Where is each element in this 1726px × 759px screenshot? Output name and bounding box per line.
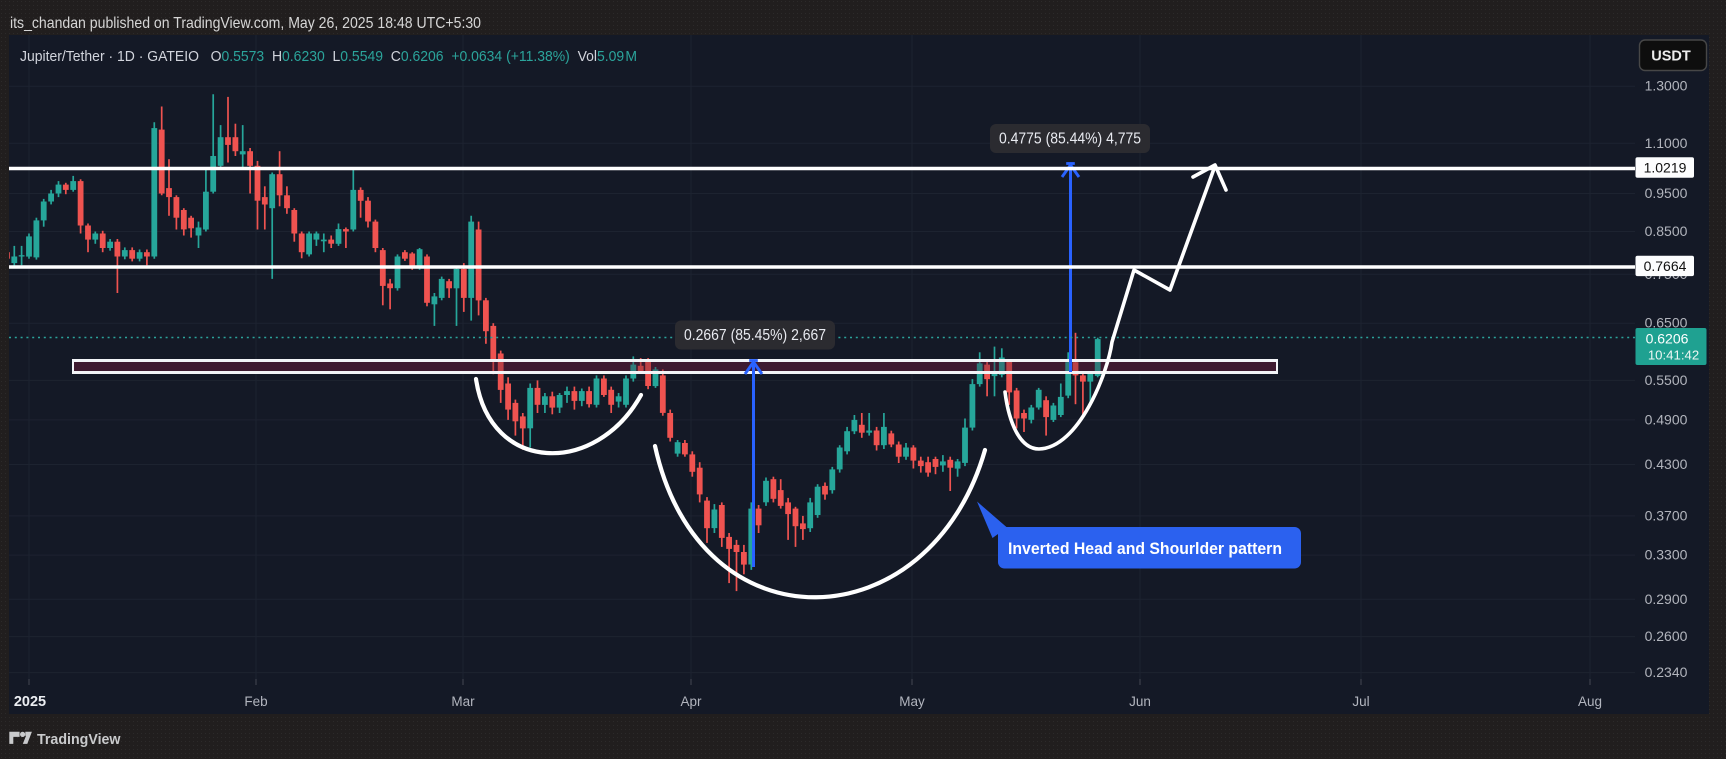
- svg-text:Mar: Mar: [451, 694, 475, 709]
- svg-text:Jupiter/Tether · 1D · GATEIO: Jupiter/Tether · 1D · GATEIO O0.5573 H0.…: [20, 48, 637, 65]
- svg-text:TradingView: TradingView: [37, 731, 121, 748]
- svg-text:10:41:42: 10:41:42: [1648, 348, 1699, 363]
- svg-text:0.7664: 0.7664: [1644, 258, 1687, 274]
- svg-text:0.6500: 0.6500: [1645, 315, 1688, 331]
- svg-text:0.2900: 0.2900: [1645, 591, 1688, 607]
- svg-text:Inverted Head and Shourlder pa: Inverted Head and Shourlder pattern: [1008, 539, 1282, 558]
- svg-text:Apr: Apr: [680, 694, 702, 709]
- svg-text:0.4775 (85.44%) 4,775: 0.4775 (85.44%) 4,775: [999, 131, 1141, 148]
- svg-text:Feb: Feb: [244, 694, 267, 709]
- svg-text:1.3000: 1.3000: [1645, 78, 1688, 94]
- svg-text:0.6206: 0.6206: [1646, 331, 1689, 347]
- svg-text:0.2600: 0.2600: [1645, 628, 1688, 644]
- svg-text:Jul: Jul: [1352, 694, 1369, 709]
- svg-text:0.4900: 0.4900: [1645, 411, 1688, 427]
- svg-text:0.5500: 0.5500: [1645, 372, 1688, 388]
- svg-text:May: May: [899, 694, 925, 709]
- svg-text:0.8500: 0.8500: [1645, 223, 1688, 239]
- svg-text:Aug: Aug: [1578, 694, 1602, 709]
- svg-text:0.4300: 0.4300: [1645, 456, 1688, 472]
- svg-text:Jun: Jun: [1129, 694, 1151, 709]
- svg-text:0.3300: 0.3300: [1645, 547, 1688, 563]
- svg-text:its_chandan published on Tradi: its_chandan published on TradingView.com…: [10, 15, 481, 32]
- svg-text:1.0219: 1.0219: [1644, 160, 1687, 176]
- svg-text:USDT: USDT: [1651, 49, 1691, 65]
- svg-text:0.3700: 0.3700: [1645, 507, 1688, 523]
- svg-text:0.2340: 0.2340: [1645, 664, 1688, 680]
- svg-text:1.1000: 1.1000: [1645, 135, 1688, 151]
- svg-text:0.9500: 0.9500: [1645, 185, 1688, 201]
- svg-text:2025: 2025: [14, 694, 46, 710]
- svg-text:0.2667 (85.45%) 2,667: 0.2667 (85.45%) 2,667: [684, 327, 826, 344]
